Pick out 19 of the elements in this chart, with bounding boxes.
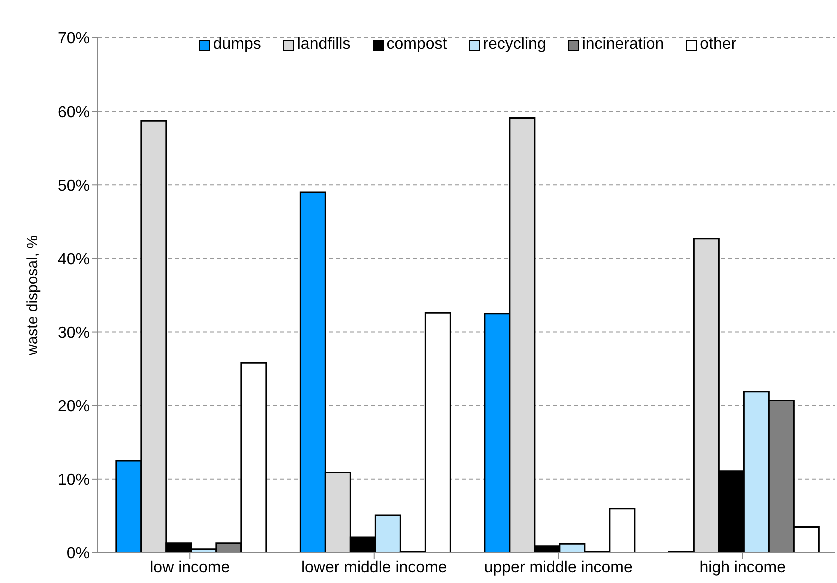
- x-tick-label: upper middle income: [484, 559, 633, 576]
- legend-label: other: [699, 36, 737, 54]
- legend-label: landfills: [296, 36, 351, 54]
- legend-label: recycling: [482, 36, 546, 54]
- legend-label: dumps: [212, 36, 262, 54]
- y-tick-label: 30%: [58, 324, 90, 342]
- y-tick-label: 0%: [66, 546, 90, 563]
- y-tick-label: 10%: [58, 472, 90, 490]
- y-tick-label: 60%: [58, 104, 90, 122]
- y-tick-label: 50%: [58, 178, 90, 195]
- x-tick-label: lower middle income: [301, 559, 448, 576]
- y-axis-title: waste disposal, %: [24, 235, 42, 356]
- legend-label: compost: [386, 36, 448, 54]
- x-tick-label: high income: [700, 559, 786, 576]
- legend-label: incineration: [581, 36, 664, 54]
- y-tick-label: 40%: [58, 251, 90, 268]
- y-tick-label: 70%: [58, 30, 90, 48]
- x-tick-label: low income: [150, 559, 230, 576]
- y-tick-label: 20%: [58, 398, 90, 416]
